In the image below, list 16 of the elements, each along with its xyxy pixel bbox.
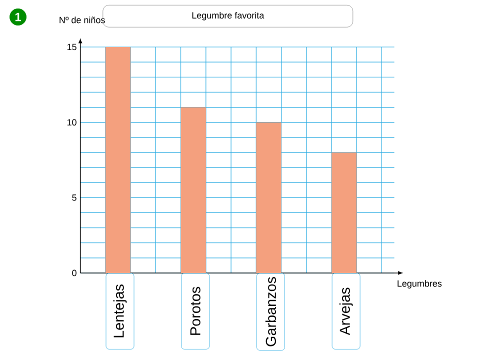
chart-title: Legumbre favorita — [192, 12, 264, 20]
x-tick-label: Lentejas — [113, 284, 127, 338]
bar — [256, 122, 282, 273]
x-tick-label: Arvejas — [339, 288, 353, 336]
y-tick-label: 10 — [67, 119, 76, 126]
x-tick-label: Porotos — [190, 286, 200, 335]
y-tick-label: 0 — [72, 270, 76, 276]
bar — [332, 152, 357, 273]
x-axis-title: Legumbres — [398, 280, 442, 288]
x-tick-label: Garbanzos — [265, 277, 276, 346]
bar — [180, 107, 206, 273]
y-tick-label: 15 — [67, 44, 76, 50]
text: 1 — [15, 12, 22, 22]
bar — [105, 47, 131, 273]
y-tick-label: 5 — [72, 194, 76, 201]
y-axis-title: Nº de niños — [60, 16, 105, 24]
